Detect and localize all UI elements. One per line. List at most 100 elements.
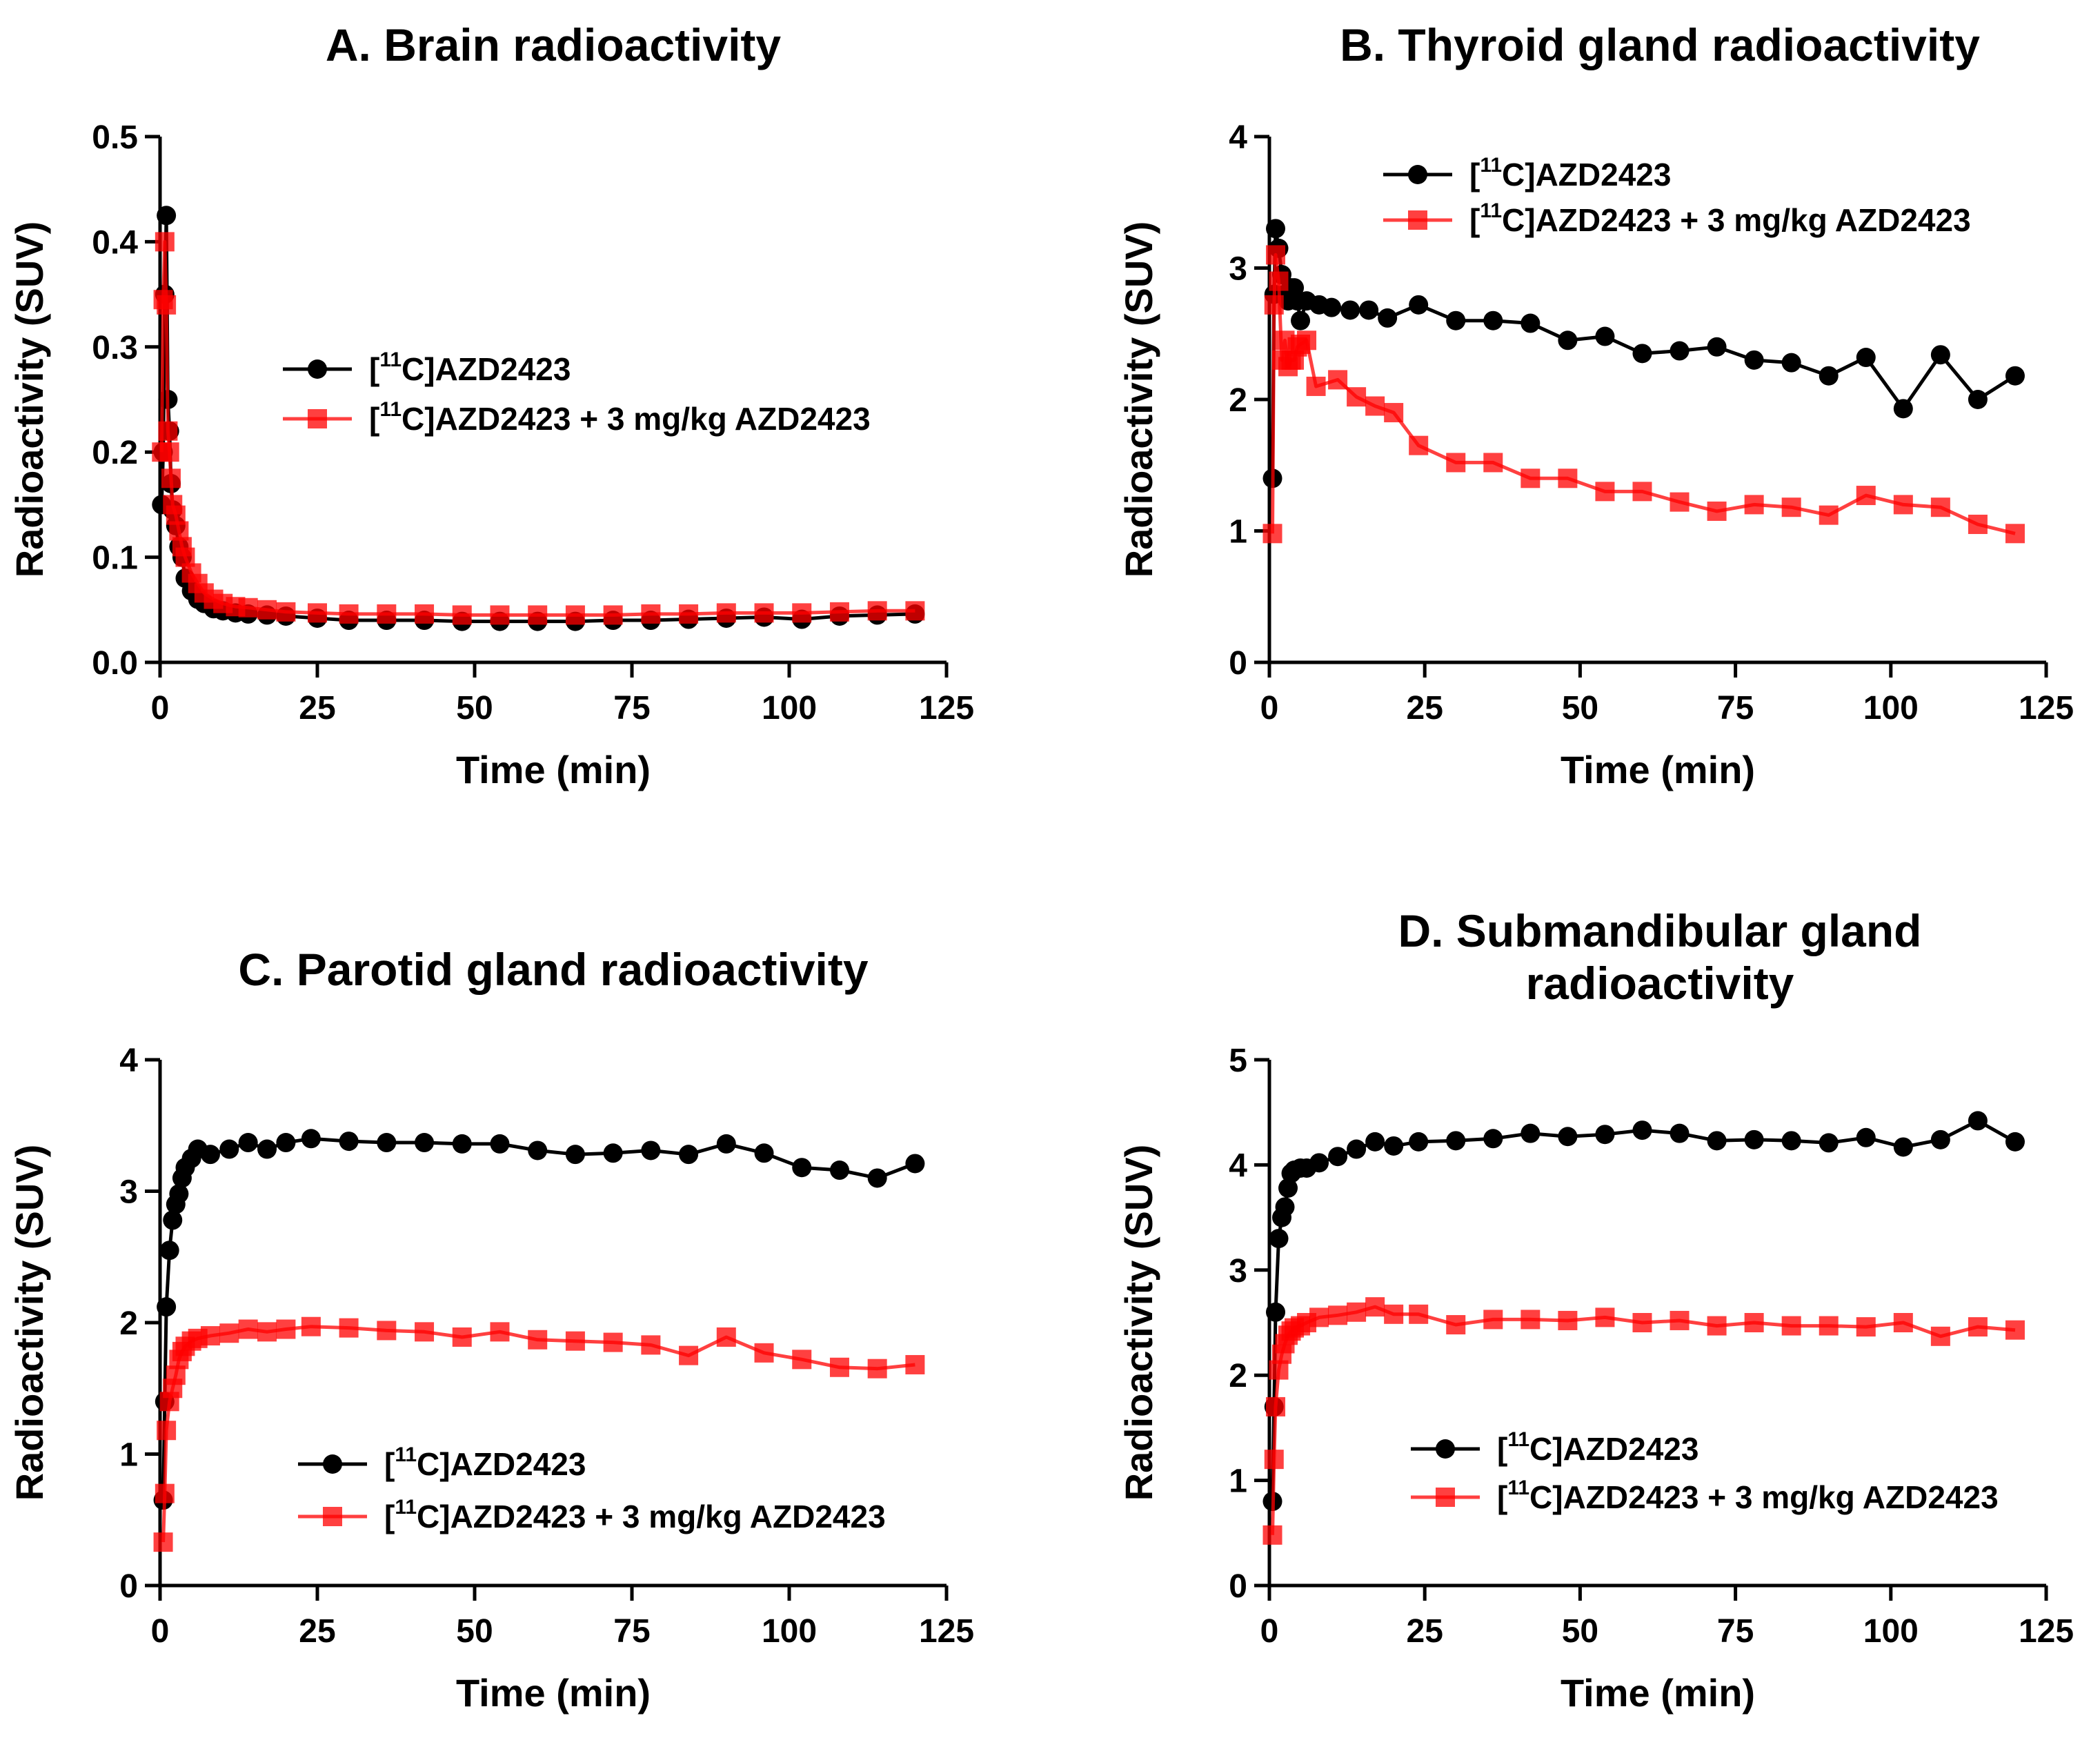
data-point	[1365, 1297, 1385, 1317]
data-point	[169, 1184, 189, 1204]
data-point	[603, 1332, 623, 1352]
x-tick-label: 0	[151, 1613, 170, 1650]
legend-marker	[1436, 1488, 1455, 1507]
data-point	[2005, 1132, 2025, 1152]
data-point	[1930, 1326, 1950, 1346]
series-tracer	[153, 1129, 925, 1510]
data-point	[1558, 330, 1578, 350]
chart-title: D. Submandibular gland	[1398, 905, 1921, 956]
data-point	[1483, 1310, 1503, 1330]
panel-c-parotid: C. Parotid gland radioactivity 0 1 2 3 4 0 25 50…	[8, 944, 974, 1715]
data-point	[1262, 1525, 1282, 1545]
data-point	[1266, 219, 1286, 239]
data-point	[2005, 366, 2025, 386]
data-point	[339, 1318, 359, 1338]
data-point	[1297, 330, 1317, 350]
data-point	[219, 1139, 239, 1159]
legend-marker	[1436, 1439, 1455, 1459]
data-point	[641, 604, 661, 624]
data-point	[1856, 486, 1876, 506]
x-tick-label: 0	[151, 690, 170, 727]
legend-marker	[323, 1454, 342, 1474]
data-point	[200, 1326, 220, 1346]
data-point	[159, 1241, 179, 1261]
data-point	[1558, 468, 1578, 488]
data-point	[1670, 341, 1690, 361]
data-point	[716, 1327, 736, 1347]
x-tick-label: 75	[1717, 690, 1754, 727]
data-point	[1306, 376, 1326, 396]
data-point	[1520, 313, 1541, 333]
data-point	[1446, 310, 1466, 330]
data-point	[679, 1345, 699, 1365]
data-point	[1781, 1316, 1801, 1336]
y-axis-label: Radioactivity (SUV)	[1117, 1145, 1160, 1501]
data-point	[377, 1321, 397, 1341]
legend-label: [11C]AZD2423	[384, 1443, 586, 1482]
legend-label: [11C]AZD2423	[1469, 154, 1671, 192]
data-point	[528, 605, 548, 625]
y-tick-label: 0.0	[92, 645, 138, 682]
data-point	[452, 1327, 472, 1347]
chart-title: radioactivity	[1526, 958, 1794, 1009]
data-point	[1266, 1302, 1286, 1322]
data-point	[157, 295, 177, 315]
data-point	[161, 468, 181, 488]
data-point	[1595, 1125, 1615, 1145]
data-point	[1269, 271, 1289, 291]
data-point	[867, 601, 887, 621]
data-point	[1595, 326, 1615, 346]
x-tick-label: 100	[1863, 690, 1919, 727]
x-tick-label: 75	[613, 1613, 650, 1650]
data-point	[377, 1133, 397, 1153]
series-tracer	[1262, 219, 2025, 488]
chart-title: C. Parotid gland radioactivity	[238, 944, 868, 995]
data-point	[754, 1143, 774, 1163]
legend: [11C]AZD2423 [11C]AZD2423 + 3 mg/kg AZD24…	[298, 1443, 886, 1534]
data-point	[452, 1134, 472, 1154]
data-point	[1309, 1307, 1329, 1327]
data-point	[1856, 1127, 1876, 1147]
data-point	[1275, 1197, 1295, 1217]
data-point	[905, 1154, 925, 1174]
data-point	[415, 1133, 435, 1153]
x-tick-label: 50	[1562, 1613, 1598, 1650]
data-point	[1930, 1129, 1950, 1149]
panel-a-brain: A. Brain radioactivity 0.0 0.1 0.2 0.3 0.4 0.5…	[8, 19, 974, 791]
data-point	[1347, 1302, 1367, 1322]
data-point	[1483, 310, 1503, 330]
series-tracer-blocked	[1262, 1297, 2025, 1545]
data-point	[1707, 1131, 1727, 1151]
data-point	[1264, 1450, 1284, 1470]
data-point	[1781, 497, 1801, 517]
data-point	[528, 1330, 548, 1350]
data-point	[679, 1145, 699, 1165]
data-point	[1632, 482, 1652, 502]
x-tick-label: 125	[2019, 1613, 2074, 1650]
data-point	[716, 1134, 736, 1154]
data-point	[1670, 1310, 1690, 1330]
y-tick-label: 4	[119, 1043, 138, 1079]
data-point	[1856, 348, 1876, 368]
series-tracer-blocked	[1262, 245, 2025, 544]
y-tick-label: 0.1	[92, 540, 138, 577]
data-point	[452, 605, 472, 625]
legend-label: [11C]AZD2423 + 3 mg/kg AZD2423	[384, 1496, 886, 1534]
data-point	[1558, 1127, 1578, 1147]
legend: [11C]AZD2423 [11C]AZD2423 + 3 mg/kg AZD24…	[1383, 154, 1971, 238]
y-tick-label: 2	[1229, 1358, 1247, 1394]
data-point	[339, 604, 359, 624]
data-point	[1328, 1147, 1348, 1167]
y-axis-label: Radioactivity (SUV)	[1117, 221, 1160, 578]
data-point	[754, 603, 774, 623]
data-point	[1819, 505, 1839, 525]
data-point	[276, 1319, 296, 1339]
data-point	[1968, 1111, 1988, 1131]
data-point	[867, 1359, 887, 1379]
data-point	[157, 206, 177, 226]
chart-title: B. Thyroid gland radioactivity	[1340, 19, 1980, 70]
x-tick-label: 125	[919, 1613, 974, 1650]
data-point	[1893, 399, 1913, 419]
x-axis-label: Time (min)	[456, 748, 651, 791]
data-point	[1347, 1139, 1367, 1159]
